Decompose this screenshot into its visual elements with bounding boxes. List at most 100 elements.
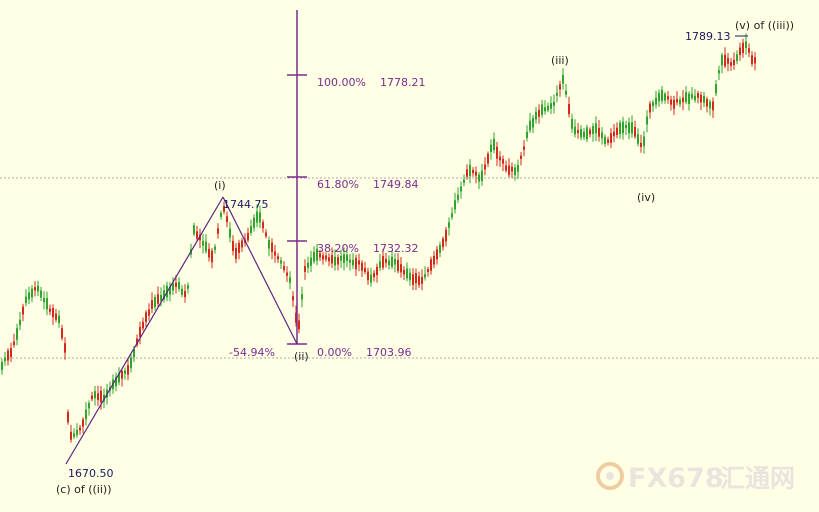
candle-body: [295, 312, 297, 323]
candle-body: [211, 250, 213, 263]
candle-body: [499, 156, 501, 161]
candle-body: [352, 259, 354, 266]
candle-body: [592, 126, 594, 134]
fib-label-618-pct: 61.80%: [317, 178, 359, 191]
candle-body: [85, 409, 87, 420]
candle-body: [403, 269, 405, 275]
candle-body: [16, 328, 18, 340]
candle-body: [448, 222, 450, 228]
candle-body: [574, 126, 576, 135]
candle-body: [439, 244, 441, 253]
candle-body: [400, 264, 402, 273]
candle-body: [289, 277, 291, 283]
candle-body: [94, 391, 96, 399]
candle-body: [631, 122, 633, 134]
candle-body: [538, 109, 540, 117]
candle-body: [322, 255, 324, 260]
candle-body: [130, 357, 132, 369]
candle-body: [655, 97, 657, 105]
candle-body: [121, 371, 123, 379]
candle-body: [424, 274, 426, 278]
candle-body: [487, 153, 489, 164]
candle-body: [37, 285, 39, 292]
candle-body: [307, 262, 309, 268]
candle-body: [316, 248, 318, 261]
candle-body: [619, 122, 621, 134]
candle-body: [13, 341, 15, 346]
candle-body: [751, 55, 753, 64]
candle-body: [172, 282, 174, 291]
candle-body: [613, 131, 615, 137]
candle-body: [541, 104, 543, 115]
candle-body: [478, 174, 480, 182]
candle-body: [220, 213, 222, 217]
wave-label-i: (i): [214, 179, 226, 192]
candle-body: [169, 286, 171, 295]
candle-body: [376, 266, 378, 276]
candle-body: [91, 395, 93, 400]
candle-body: [544, 107, 546, 112]
candle-body: [253, 217, 255, 228]
candle-body: [739, 47, 741, 55]
watermark-cn-text: 汇通网: [720, 464, 795, 493]
candle-body: [535, 111, 537, 120]
candle-body: [103, 394, 105, 402]
candle-body: [265, 232, 267, 237]
candle-body: [355, 257, 357, 270]
candle-body: [4, 357, 6, 362]
candle-body: [712, 101, 714, 111]
candle-body: [238, 242, 240, 253]
candle-body: [514, 167, 516, 176]
candle-body: [394, 259, 396, 265]
candle-body: [601, 132, 603, 139]
candle-body: [673, 99, 675, 109]
candle-body: [667, 96, 669, 100]
candle-body: [82, 419, 84, 427]
candle-body: [217, 228, 219, 234]
candle-body: [502, 158, 504, 164]
candle-body: [637, 134, 639, 144]
candle-body: [607, 139, 609, 143]
fib-label-100-price: 1778.21: [380, 76, 426, 89]
candle-body: [271, 242, 273, 253]
candle-body: [292, 296, 294, 301]
wave-line-c-to-i: [65, 196, 224, 465]
candle-body: [328, 257, 330, 262]
fib-label-0-price: 1703.96: [366, 346, 412, 359]
candle-body: [505, 165, 507, 171]
candle-body: [598, 127, 600, 137]
wave-label-v-of-iii: (v) of ((iii)): [735, 19, 794, 32]
candle-body: [160, 294, 162, 301]
candle-body: [469, 164, 471, 177]
candle-body: [445, 229, 447, 242]
candle-body: [460, 186, 462, 192]
candle-body: [124, 370, 126, 374]
candle-body: [385, 258, 387, 263]
candle-body: [685, 92, 687, 102]
candle-body: [346, 254, 348, 262]
candle-body: [205, 241, 207, 252]
price-label-low: 1670.50: [68, 467, 114, 480]
candle-body: [46, 298, 48, 310]
candle-body: [382, 255, 384, 268]
candle-body: [136, 338, 138, 346]
candle-body: [568, 104, 570, 115]
retracement-label: -54.94%: [229, 346, 275, 359]
candle-series: [1, 33, 756, 443]
candle-body: [313, 251, 315, 262]
candle-body: [76, 429, 78, 435]
candle-body: [412, 274, 414, 285]
candle-body: [100, 390, 102, 402]
candle-body: [202, 241, 204, 246]
candle-body: [520, 155, 522, 159]
fib-label-382-price: 1732.32: [373, 242, 419, 255]
candle-body: [19, 319, 21, 326]
candle-body: [340, 255, 342, 261]
candle-body: [259, 212, 261, 223]
candle-body: [604, 136, 606, 145]
candle-body: [370, 274, 372, 283]
candle-body: [43, 297, 45, 303]
candle-body: [361, 262, 363, 271]
candle-body: [562, 75, 564, 84]
candle-body: [139, 327, 141, 337]
